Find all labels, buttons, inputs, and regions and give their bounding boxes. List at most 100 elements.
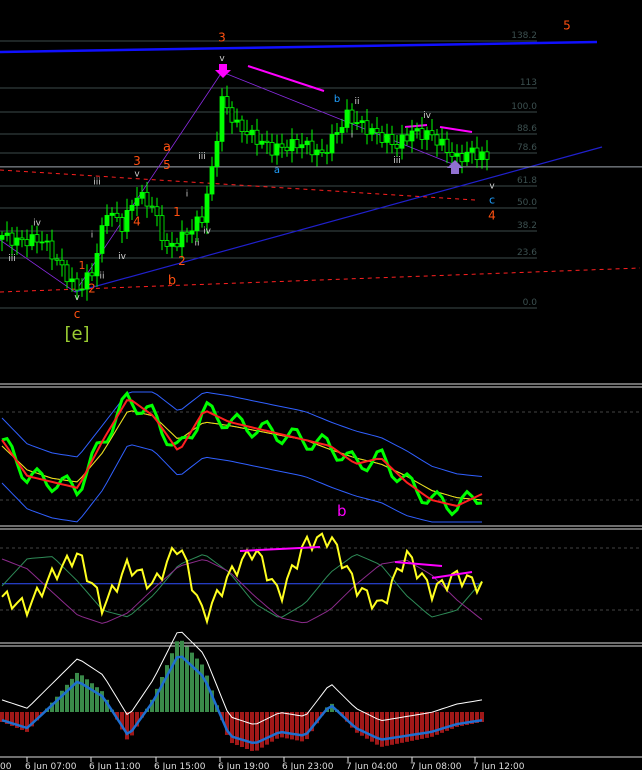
wave-label: i xyxy=(91,230,94,240)
histogram-bar xyxy=(205,675,209,712)
histogram-bar xyxy=(300,712,304,742)
histogram-bar xyxy=(425,712,429,738)
wave-label: 5 xyxy=(563,19,571,33)
candle-body xyxy=(434,134,440,146)
histogram-bar xyxy=(400,712,404,743)
dashed-level-line xyxy=(0,267,641,293)
candle-body xyxy=(459,153,465,163)
candle-body xyxy=(394,144,400,149)
histogram-bar xyxy=(30,712,34,727)
macd-line xyxy=(1,655,483,745)
candle-body xyxy=(464,151,470,163)
candle-body xyxy=(189,230,195,235)
candle-body xyxy=(34,234,40,243)
histogram-bar xyxy=(55,696,59,712)
histogram-bar xyxy=(115,712,119,720)
signal-line-2 xyxy=(1,410,483,501)
lower-band-line xyxy=(1,444,482,523)
candle-body xyxy=(279,143,285,148)
wave-label: iv xyxy=(423,111,432,121)
histogram-bar xyxy=(105,699,109,712)
candle-body xyxy=(64,264,70,283)
histogram-bar xyxy=(95,687,99,712)
candle-body xyxy=(4,232,10,236)
candle-body xyxy=(379,132,385,143)
wave-label: 3 xyxy=(133,154,141,168)
candle-body xyxy=(124,210,130,232)
histogram-bar xyxy=(10,712,14,726)
time-tick-label: 7 Jun 04:00 xyxy=(346,762,398,770)
wave-label: b xyxy=(334,94,340,105)
candle-body xyxy=(19,237,25,241)
histogram-bar xyxy=(280,712,284,738)
wave-label: v xyxy=(219,54,225,64)
candle-body xyxy=(209,166,215,195)
histogram-bar xyxy=(405,712,409,742)
candle-body xyxy=(39,241,45,244)
main-price-panel: 138.2113100.088.678.661.850.038.223.60.0… xyxy=(0,19,642,344)
histogram-bar xyxy=(410,712,414,741)
candle-body xyxy=(294,139,300,149)
wave-label: iv xyxy=(33,219,42,229)
candle-body xyxy=(204,193,210,223)
histogram-bar xyxy=(50,702,54,712)
histogram-bar xyxy=(230,712,234,744)
candle-body xyxy=(89,272,95,277)
histogram-bar xyxy=(160,677,164,712)
histogram-bar xyxy=(200,664,204,712)
candle-body xyxy=(169,242,175,247)
histogram-bar xyxy=(270,712,274,742)
candle-body xyxy=(249,129,255,136)
time-tick-label: 6 Jun 19:00 xyxy=(218,762,270,770)
oscillator-panel-2 xyxy=(0,532,642,626)
histogram-bar xyxy=(70,678,74,712)
down-arrow-icon xyxy=(215,64,231,78)
histogram-bar xyxy=(180,640,184,712)
candle-body xyxy=(84,272,90,290)
time-axis: 00 6 Jun 07:00 6 Jun 11:00 6 Jun 15:00 6 Jun… xyxy=(0,757,525,770)
histogram-bar xyxy=(365,712,369,739)
candle-body xyxy=(219,96,225,142)
histogram-bar xyxy=(350,712,354,728)
candle-body xyxy=(224,96,230,109)
candle-body xyxy=(349,109,355,124)
candle-body xyxy=(359,120,365,123)
histogram-bar xyxy=(225,712,229,735)
candle-body xyxy=(419,128,425,140)
candle-body xyxy=(79,288,85,291)
candle-body xyxy=(144,191,150,207)
candle-body xyxy=(104,215,110,227)
time-tick-label: 00 xyxy=(0,762,12,770)
wave-label: [e] xyxy=(64,323,89,344)
histogram-bar xyxy=(120,712,124,730)
candle-body xyxy=(479,151,485,161)
histogram-bar xyxy=(385,712,389,746)
candle-body xyxy=(14,237,20,246)
candle-body xyxy=(304,140,310,146)
candle-body xyxy=(429,130,435,136)
candle-body xyxy=(59,259,65,266)
histogram-bar xyxy=(480,712,484,722)
histogram-bar xyxy=(450,712,454,729)
candle-body xyxy=(0,235,5,240)
fib-level-label: 0.0 xyxy=(523,298,538,308)
histogram-bar xyxy=(255,712,259,751)
candle-body xyxy=(299,144,305,149)
candle-body xyxy=(259,140,265,145)
candle-body xyxy=(414,128,420,132)
candle-body xyxy=(374,128,380,134)
wave-label: 1 xyxy=(79,259,86,272)
candle-body xyxy=(449,152,455,157)
histogram-bar xyxy=(155,688,159,712)
histogram-bar xyxy=(305,712,309,740)
histogram-bar xyxy=(75,672,79,712)
histogram-bar xyxy=(295,712,299,741)
histogram-bar xyxy=(470,712,474,724)
candle-body xyxy=(334,132,340,135)
candle-body xyxy=(159,215,165,241)
candle-body xyxy=(384,134,390,143)
wave-label: c xyxy=(74,307,81,321)
candle-body xyxy=(99,225,105,254)
histogram-bar xyxy=(285,712,289,739)
time-tick-label: 7 Jun 12:00 xyxy=(473,762,525,770)
